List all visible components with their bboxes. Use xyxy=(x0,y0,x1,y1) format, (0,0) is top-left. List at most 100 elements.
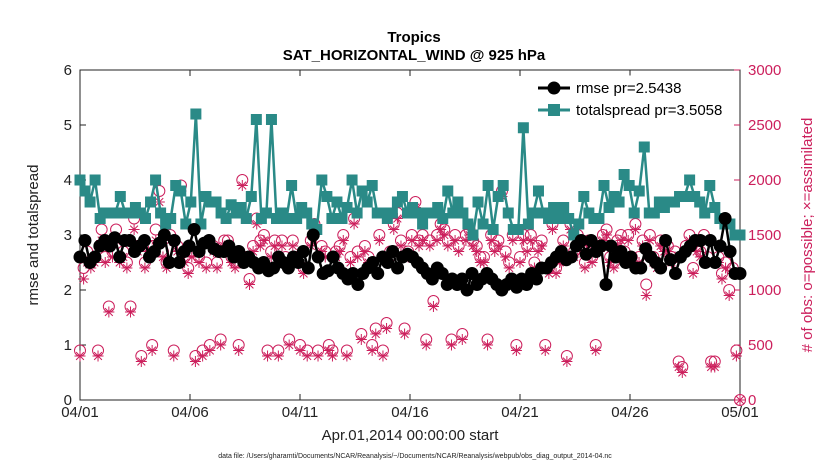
totalspread-point xyxy=(709,202,721,213)
assimilated-marker xyxy=(135,356,147,367)
assimilated-marker xyxy=(503,262,515,274)
y-right-tick-label: 0 xyxy=(748,392,756,409)
assimilated-marker xyxy=(709,361,721,373)
series-rmse xyxy=(73,212,747,297)
rmse-point xyxy=(187,223,201,236)
assimilated-marker xyxy=(579,262,591,274)
totalspread-point xyxy=(175,185,187,197)
totalspread-point xyxy=(265,114,277,125)
assimilated-marker xyxy=(229,262,241,274)
x-tick-label: 04/06 xyxy=(171,404,209,421)
totalspread-point xyxy=(553,213,565,224)
y-right-tick-label: 1500 xyxy=(748,227,781,244)
assimilated-marker xyxy=(355,334,367,345)
rmse-point xyxy=(668,267,682,280)
legend-totalspread-marker xyxy=(548,104,560,116)
assimilated-marker xyxy=(687,268,699,279)
assimilated-marker xyxy=(352,251,364,263)
x-axis-label: Apr.01,2014 00:00:00 start xyxy=(322,427,500,444)
y-left-tick-label: 3 xyxy=(64,227,72,244)
assimilated-marker xyxy=(456,334,468,345)
totalspread-point xyxy=(679,191,691,202)
rmse-point xyxy=(73,250,87,264)
assimilated-marker xyxy=(734,394,746,406)
assimilated-marker xyxy=(377,350,389,362)
totalspread-point xyxy=(593,213,605,224)
assimilated-marker xyxy=(157,251,169,263)
assimilated-marker xyxy=(78,273,90,285)
x-tick-label: 05/01 xyxy=(721,404,759,421)
y-right-tick-label: 500 xyxy=(748,337,773,354)
assimilated-marker xyxy=(723,290,735,301)
y-left-axis-label: rmse and totalspread xyxy=(25,165,42,306)
rmse-point xyxy=(108,231,122,245)
assimilated-marker xyxy=(287,240,299,252)
rmse-point xyxy=(326,250,340,264)
totalspread-point xyxy=(633,185,645,197)
totalspread-point xyxy=(336,213,348,224)
rmse-point xyxy=(351,278,365,291)
totalspread-point xyxy=(84,196,96,208)
assimilated-marker xyxy=(453,246,465,257)
rmse-point xyxy=(455,272,469,286)
rmse-point xyxy=(291,256,305,269)
assimilated-marker xyxy=(691,246,703,257)
rmse-point xyxy=(698,256,712,269)
totalspread-point xyxy=(462,218,474,230)
totalspread-point xyxy=(150,174,162,186)
assimilated-marker xyxy=(514,257,526,268)
assimilated-marker xyxy=(326,350,338,362)
assimilated-marker xyxy=(518,235,530,246)
totalspread-point xyxy=(351,207,363,219)
chart-title-line2: SAT_HORIZONTAL_WIND @ 925 hPa xyxy=(283,47,546,64)
totalspread-point xyxy=(195,218,207,230)
assimilated-marker xyxy=(655,240,667,252)
assimilated-marker xyxy=(485,235,497,246)
assimilated-marker xyxy=(615,235,627,246)
assimilated-marker xyxy=(121,262,133,274)
rmse-point xyxy=(584,234,598,247)
assimilated-marker xyxy=(608,262,620,274)
totalspread-point xyxy=(502,207,514,219)
totalspread-point xyxy=(412,207,424,219)
totalspread-point xyxy=(74,174,86,186)
rmse-point xyxy=(624,250,638,264)
assimilated-marker xyxy=(539,345,551,356)
assimilated-marker xyxy=(716,273,728,285)
assimilated-marker xyxy=(197,350,209,362)
assimilated-marker xyxy=(344,257,356,268)
rmse-point xyxy=(371,267,385,280)
assimilated-marker xyxy=(550,268,562,279)
assimilated-marker xyxy=(341,350,353,362)
rmse-point xyxy=(594,239,608,253)
totalspread-point xyxy=(517,122,529,134)
rmse-point xyxy=(574,234,588,247)
totalspread-point xyxy=(145,196,157,208)
totalspread-point xyxy=(165,213,177,224)
assimilated-marker xyxy=(435,224,447,235)
assimilated-marker xyxy=(417,235,429,246)
totalspread-point xyxy=(603,202,615,213)
assimilated-marker xyxy=(373,235,385,246)
rmse-point xyxy=(465,267,479,280)
assimilated-marker xyxy=(510,345,522,356)
y-left-tick-label: 1 xyxy=(64,337,72,354)
assimilated-marker xyxy=(366,345,378,356)
totalspread-point xyxy=(563,213,575,224)
assimilated-marker xyxy=(720,262,732,274)
assimilated-marker xyxy=(139,262,151,274)
assimilated-marker xyxy=(269,240,281,252)
assimilated-marker xyxy=(106,251,118,263)
totalspread-point xyxy=(613,196,625,208)
rmse-point xyxy=(391,261,405,275)
assimilated-marker xyxy=(276,240,288,252)
y-left-tick-label: 4 xyxy=(64,172,72,189)
assimilated-marker xyxy=(92,350,104,362)
totalspread-point xyxy=(301,207,313,219)
rmse-point xyxy=(604,239,618,253)
totalspread-point xyxy=(225,199,237,211)
totalspread-point xyxy=(487,224,499,235)
rmse-point xyxy=(708,256,722,269)
totalspread-point xyxy=(648,207,660,219)
assimilated-marker xyxy=(211,262,223,274)
